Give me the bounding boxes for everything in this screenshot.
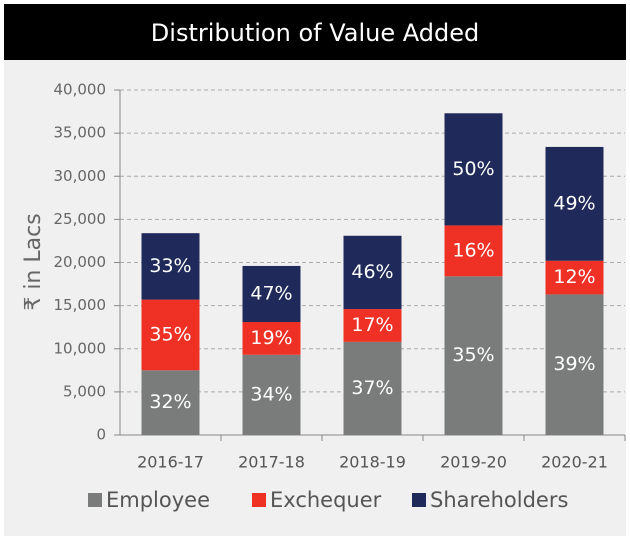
bar-segment (343, 309, 402, 342)
x-tick-label: 2016-17 (137, 453, 204, 472)
segment-label: 46% (351, 261, 393, 283)
segment-label: 35% (149, 323, 191, 345)
bar-segment (141, 299, 200, 371)
bar-segment (242, 265, 301, 323)
legend-swatch (88, 493, 102, 507)
segment-label: 35% (452, 344, 494, 366)
segment-label: 32% (149, 391, 191, 413)
y-tick-label: 20,000 (54, 253, 107, 271)
legend-swatch (412, 493, 426, 507)
y-tick-label: 5,000 (63, 382, 106, 400)
y-tick-label: 0 (96, 426, 106, 444)
bar-segment (444, 113, 503, 226)
chart-background (4, 4, 626, 536)
bar-segment (141, 370, 200, 435)
legend-label: Employee (106, 488, 210, 512)
x-tick-label: 2018-19 (339, 453, 406, 472)
y-tick-label: 10,000 (54, 339, 107, 357)
bar-segment (545, 294, 604, 435)
bar-segment (343, 235, 402, 310)
segment-label: 16% (452, 239, 494, 261)
segment-label: 39% (553, 353, 595, 375)
segment-label: 49% (553, 192, 595, 214)
bar-segment (545, 146, 604, 261)
x-tick-label: 2019-20 (440, 453, 507, 472)
bar-segment (444, 225, 503, 277)
bar-segment (444, 276, 503, 435)
bar-segment (545, 260, 604, 295)
y-tick-label: 30,000 (54, 167, 107, 185)
segment-label: 19% (250, 327, 292, 349)
x-tick-label: 2017-18 (238, 453, 305, 472)
segment-label: 50% (452, 158, 494, 180)
y-tick-label: 25,000 (54, 210, 107, 228)
bar-segment (141, 233, 200, 300)
legend-swatch (252, 493, 266, 507)
legend-label: Exchequer (270, 488, 382, 512)
y-tick-label: 15,000 (54, 296, 107, 314)
segment-label: 37% (351, 377, 393, 399)
legend-label: Shareholders (430, 488, 568, 512)
title-bar (4, 4, 626, 60)
segment-label: 34% (250, 383, 292, 405)
bar-segment (343, 341, 402, 435)
bar-segment (242, 322, 301, 355)
y-tick-label: 40,000 (54, 81, 107, 99)
chart-title: Distribution of Value Added (151, 19, 479, 47)
y-axis-label: ₹ in Lacs (21, 213, 46, 310)
bar-segment (242, 354, 301, 435)
segment-label: 17% (351, 314, 393, 336)
segment-label: 12% (553, 266, 595, 288)
segment-label: 33% (149, 255, 191, 277)
x-tick-label: 2020-21 (541, 453, 608, 472)
y-tick-label: 35,000 (54, 124, 107, 142)
segment-label: 47% (250, 282, 292, 304)
